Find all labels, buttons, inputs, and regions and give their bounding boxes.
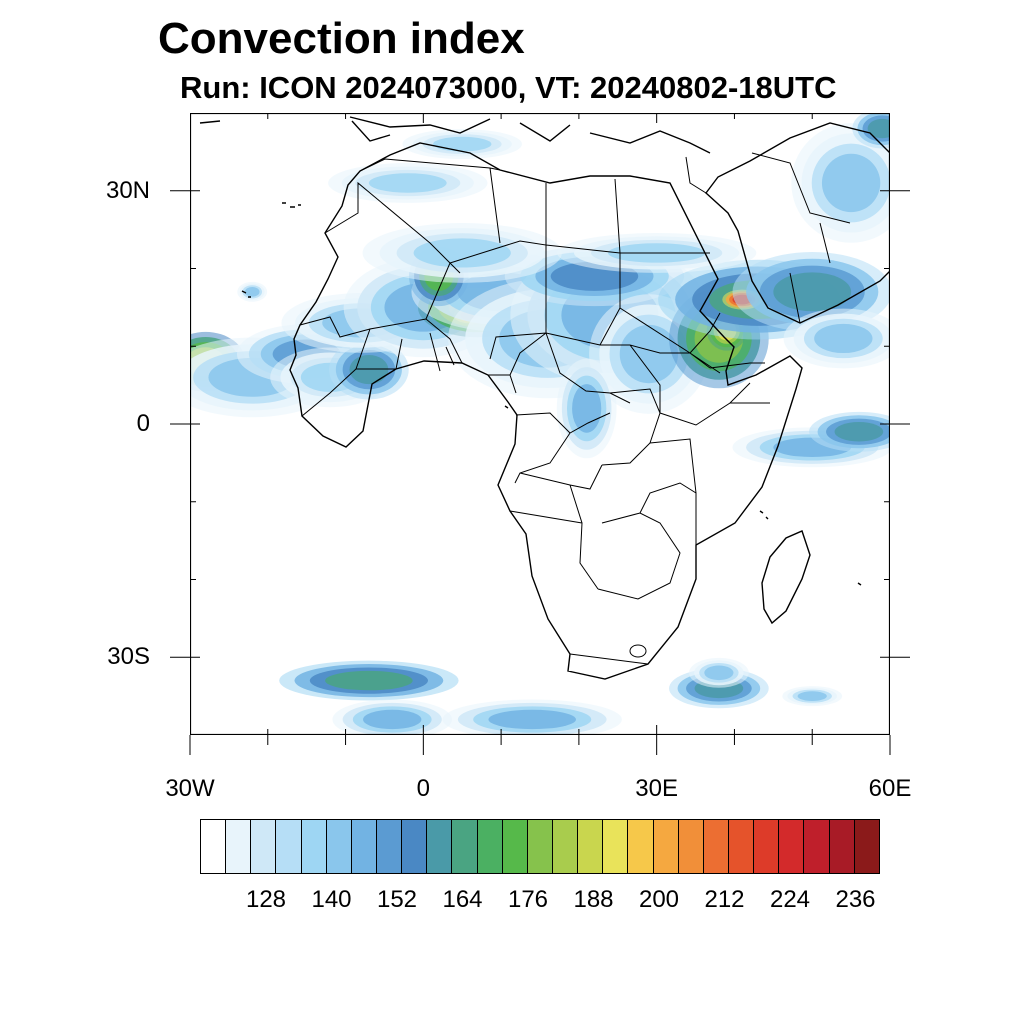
colorbar-box <box>779 820 805 873</box>
colorbar-tick-label: 152 <box>376 886 418 913</box>
convection-cell <box>814 323 873 354</box>
colorbar-box <box>376 820 403 873</box>
lon-tick-label: 60E <box>868 775 912 802</box>
bioko-island <box>504 405 509 409</box>
colorbar-box <box>502 820 528 873</box>
convection-cell <box>368 173 447 193</box>
colorbar-box <box>452 820 478 873</box>
colorbar-box <box>527 820 553 873</box>
colorbar-box <box>251 820 277 873</box>
colorbar-box <box>301 820 327 873</box>
madagascar-coastline <box>761 530 811 625</box>
convection-cell <box>363 709 422 730</box>
colorbar-tick-label: 236 <box>835 886 876 913</box>
lon-tick-label: 30W <box>165 775 215 802</box>
canary-islands <box>282 202 301 208</box>
colorbar-box <box>578 820 604 873</box>
convection-cell <box>773 272 852 312</box>
convection-cell <box>821 153 881 213</box>
convection-cell <box>797 691 827 701</box>
convection-cell <box>704 665 734 681</box>
convection-cell <box>413 238 511 268</box>
colorbar-box <box>754 820 780 873</box>
run-subtitle: Run: ICON 2024073000, VT: 20240802-18UTC <box>180 70 837 105</box>
colorbar-box <box>603 820 629 873</box>
lat-tick-label: 0 <box>136 410 150 437</box>
colorbar-box <box>326 820 352 873</box>
colorbar-box <box>703 820 729 873</box>
colorbar-tick-label: 200 <box>638 886 680 913</box>
lat-tick-label: 30S <box>107 643 150 671</box>
colorbar-tick-label: 128 <box>245 886 287 913</box>
colorbar-tick-label: 164 <box>442 886 483 913</box>
colorbar-box <box>628 820 654 873</box>
comoros <box>759 510 769 520</box>
mauritius <box>857 582 862 586</box>
colorbar <box>200 819 880 874</box>
colorbar-tick-label: 176 <box>507 886 549 913</box>
colorbar-box <box>552 820 579 873</box>
colorbar-box <box>477 820 503 873</box>
colorbar-box <box>854 820 879 873</box>
map-panel <box>190 113 890 735</box>
colorbar-box <box>402 820 428 873</box>
colorbar-box <box>276 820 302 873</box>
colorbar-box <box>201 820 227 873</box>
colorbar-box <box>226 820 252 873</box>
colorbar-box <box>427 820 453 873</box>
colorbar-tick-label: 212 <box>704 886 745 913</box>
colorbar-tick-label: 224 <box>769 886 811 913</box>
lon-tick-label: 0 <box>416 775 431 802</box>
colorbar-box <box>829 820 855 873</box>
lon-tick-label: 30E <box>635 775 679 802</box>
colorbar-box <box>728 820 755 873</box>
colorbar-box <box>804 820 830 873</box>
colorbar-box <box>653 820 679 873</box>
convection-cell <box>488 709 576 730</box>
convection-cell <box>834 422 884 442</box>
convection-map <box>190 113 890 735</box>
convection-cell <box>244 286 260 297</box>
lat-tick-label: 30N <box>105 176 150 204</box>
colorbar-box <box>351 820 377 873</box>
colorbar-tick-label: 188 <box>573 886 614 913</box>
colorbar-tick-label: 140 <box>311 886 352 913</box>
iberia-coastline <box>351 120 391 142</box>
convection-cell <box>433 136 492 152</box>
colorbar-box <box>678 820 704 873</box>
map-title: Convection index <box>158 14 525 63</box>
convection-cell <box>325 670 413 691</box>
